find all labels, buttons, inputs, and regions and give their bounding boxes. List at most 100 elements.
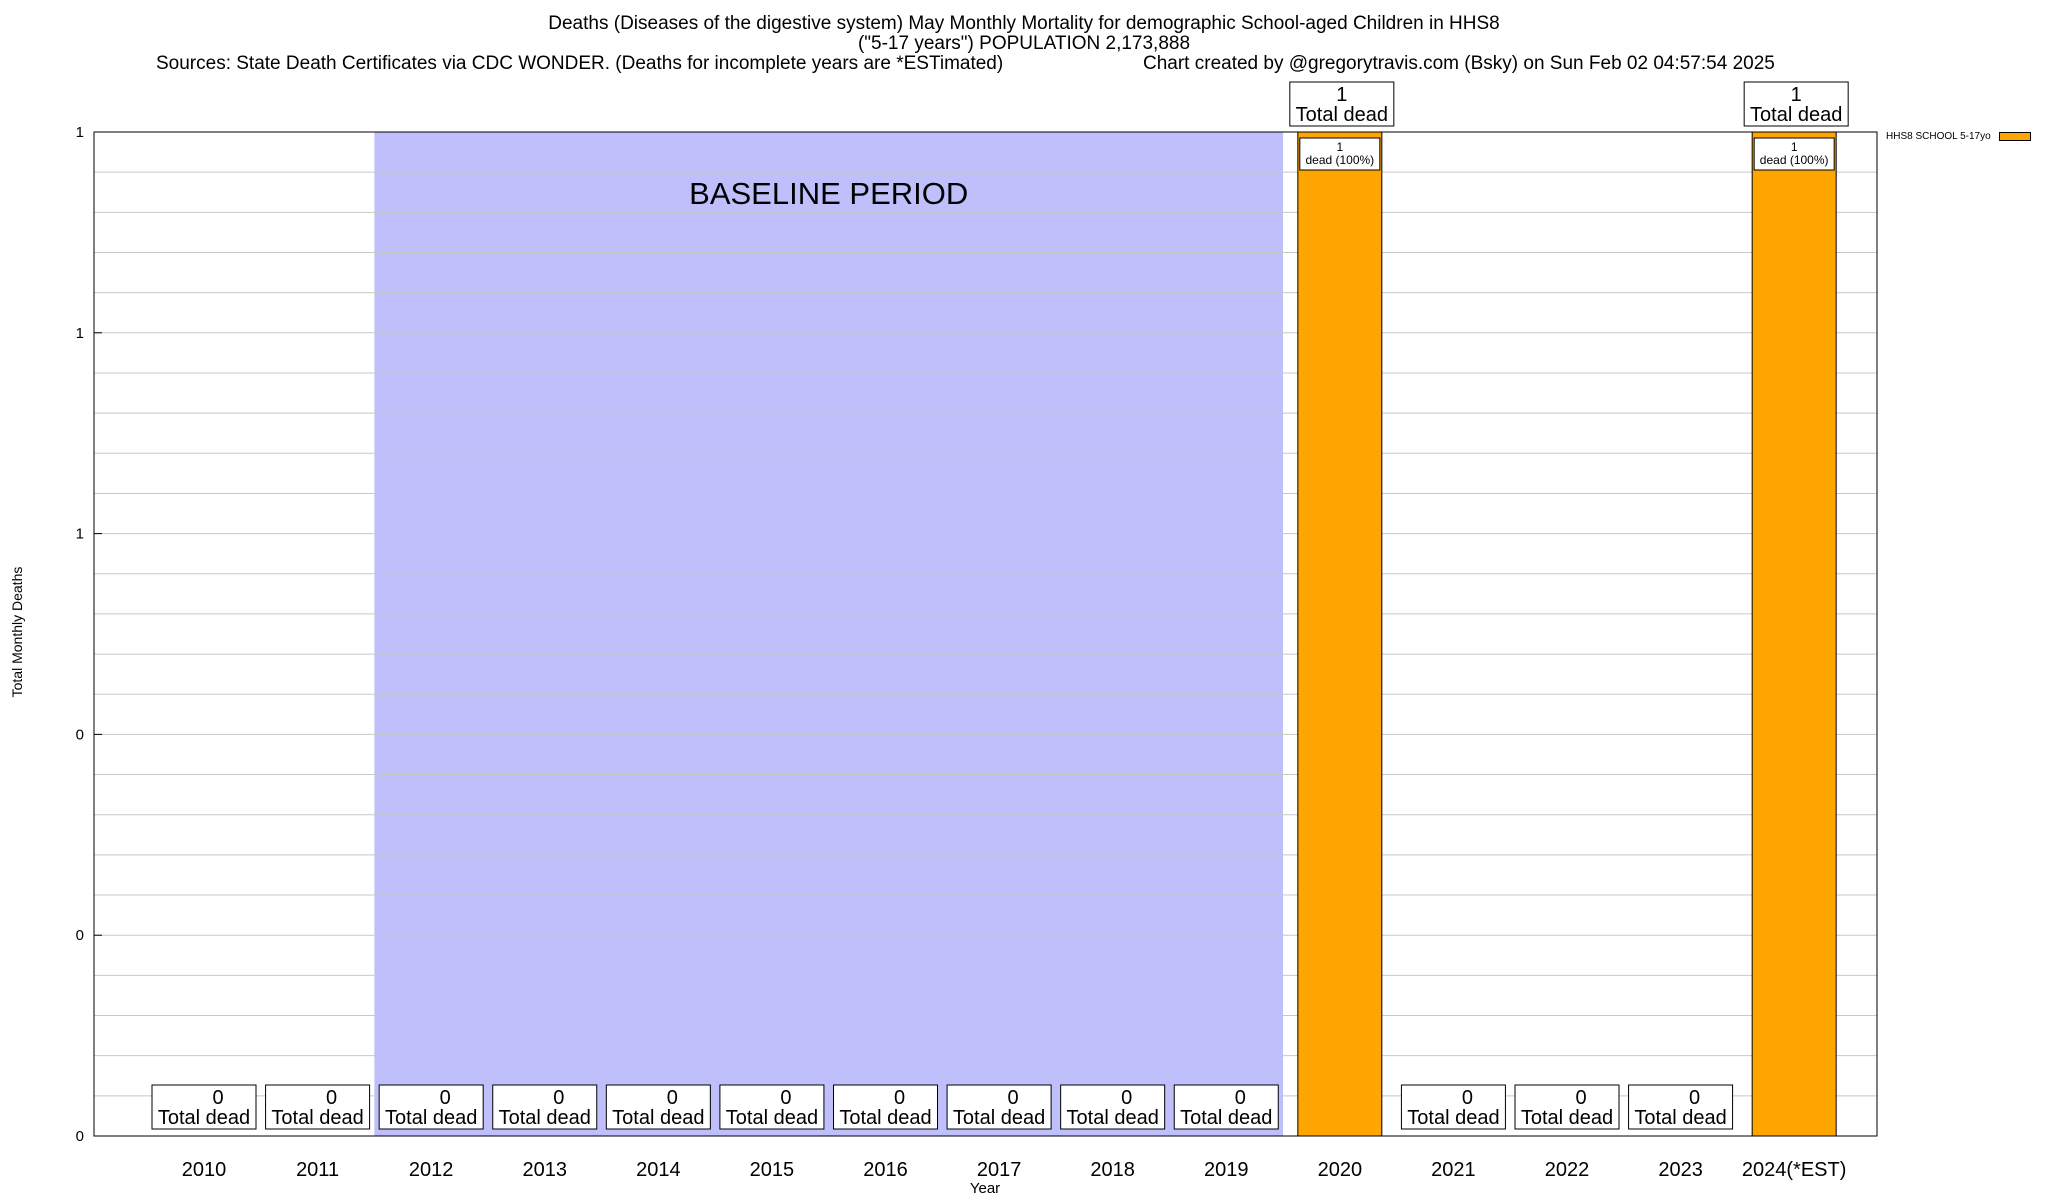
x-tick-label: 2016 <box>863 1159 908 1181</box>
total-label-box <box>1400 1084 1506 1130</box>
total-label-value: 0 <box>1008 1087 1019 1109</box>
bar <box>1297 131 1383 1137</box>
total-label-text: Total dead <box>271 1107 363 1129</box>
total-label-value: 0 <box>553 1087 564 1109</box>
total-label-box <box>1628 1084 1734 1130</box>
segment-label-text: 1 <box>1336 140 1343 154</box>
y-tick-label: 0 <box>76 1128 84 1145</box>
x-tick-label: 2011 <box>296 1159 339 1181</box>
bar <box>1751 131 1837 1137</box>
chart-title-line2: ("5-17 years") POPULATION 2,173,888 <box>857 33 1191 54</box>
y-tick-label: 0 <box>76 726 84 743</box>
total-label-value: 0 <box>1462 1087 1473 1109</box>
legend-label: HHS8 SCHOOL 5-17yo <box>1886 131 1991 142</box>
segment-label-text: dead (100%) <box>1760 153 1829 167</box>
chart-sources: Sources: State Death Certificates via CD… <box>156 53 1004 74</box>
total-label-value: 0 <box>326 1087 337 1109</box>
total-label-text: Total dead <box>385 1107 477 1129</box>
total-label-box <box>1173 1084 1279 1130</box>
total-label-box <box>151 1084 257 1130</box>
total-label-text: Total dead <box>1634 1107 1726 1129</box>
legend-swatch <box>1998 132 2031 141</box>
chart-title-line1: Deaths (Diseases of the digestive system… <box>548 13 1500 34</box>
total-label-box <box>946 1084 1052 1130</box>
total-label-text: Total dead <box>1407 1107 1499 1129</box>
plot-frame <box>93 131 1878 1137</box>
total-label-text: Total dead <box>1521 1107 1613 1129</box>
x-tick-label: 2019 <box>1204 1159 1249 1181</box>
x-tick-label: 2015 <box>750 1159 795 1181</box>
total-label-box <box>719 1084 825 1130</box>
x-tick-label: 2020 <box>1318 1159 1363 1181</box>
y-tick-label: 0 <box>76 927 84 944</box>
x-tick-label: 2014 <box>636 1159 681 1181</box>
total-label-value: 0 <box>1121 1087 1132 1109</box>
total-label-box <box>605 1084 711 1130</box>
total-label-text: Total dead <box>1180 1107 1272 1129</box>
total-label-text: Total dead <box>953 1107 1045 1129</box>
x-tick-label: 2022 <box>1545 1159 1590 1181</box>
baseline-label: BASELINE PERIOD <box>689 176 968 211</box>
total-label-value: 0 <box>667 1087 678 1109</box>
x-tick-label: 2010 <box>182 1159 227 1181</box>
x-tick-label: 2013 <box>523 1159 568 1181</box>
total-label-text: Total dead <box>1296 104 1388 126</box>
total-label-value: 0 <box>212 1087 223 1109</box>
y-axis-label: Total Monthly Deaths <box>9 566 25 698</box>
total-label-box <box>492 1084 598 1130</box>
x-axis-label: Year <box>969 1180 1001 1197</box>
segment-label-text: 1 <box>1791 140 1798 154</box>
x-tick-label: 2023 <box>1658 1159 1703 1181</box>
total-label-text: Total dead <box>612 1107 704 1129</box>
total-label-value: 0 <box>780 1087 791 1109</box>
total-label-box <box>1743 81 1849 127</box>
total-label-text: Total dead <box>726 1107 818 1129</box>
total-label-box <box>1289 81 1395 127</box>
legend: HHS8 SCHOOL 5-17yo <box>1886 131 2031 142</box>
x-tick-label: 2021 <box>1431 1159 1476 1181</box>
total-label-value: 0 <box>440 1087 451 1109</box>
total-label-text: Total dead <box>839 1107 931 1129</box>
total-label-box <box>833 1084 938 1130</box>
total-label-text: Total dead <box>1750 104 1842 126</box>
total-label-value: 0 <box>1689 1087 1700 1109</box>
y-tick-label: 1 <box>76 124 84 141</box>
x-tick-label: 2024(*EST) <box>1742 1159 1847 1181</box>
y-tick-label: 1 <box>76 526 84 543</box>
chart-credit: Chart created by @gregorytravis.com (Bsk… <box>1143 53 1775 74</box>
baseline-shade <box>374 132 1284 1136</box>
total-label-value: 0 <box>894 1087 905 1109</box>
total-label-box <box>265 1084 371 1130</box>
total-label-value: 1 <box>1791 84 1802 106</box>
segment-label-text: dead (100%) <box>1305 153 1374 167</box>
y-tick-label: 1 <box>76 325 84 342</box>
total-label-text: Total dead <box>158 1107 250 1129</box>
total-label-text: Total dead <box>499 1107 591 1129</box>
x-tick-label: 2017 <box>977 1159 1022 1181</box>
total-label-box <box>1060 1084 1166 1130</box>
bar-layer <box>200 131 1837 1137</box>
total-label-text: Total dead <box>1067 1107 1159 1129</box>
segment-label-box <box>1753 137 1835 171</box>
total-label-box <box>1514 1084 1620 1130</box>
total-label-value: 1 <box>1336 84 1347 106</box>
total-label-box <box>378 1084 484 1130</box>
total-label-value: 0 <box>1575 1087 1586 1109</box>
